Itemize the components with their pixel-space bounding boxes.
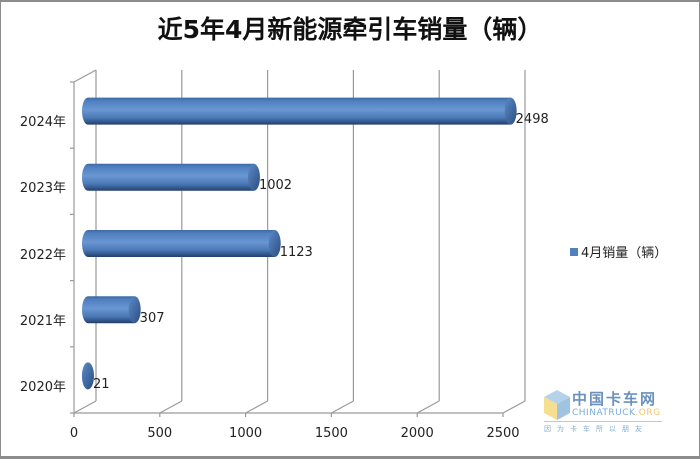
watermark-logo: 中国卡车网 CHINATRUCK.ORG 因为卡车所以朋友 (540, 388, 670, 438)
x-axis-tick-label: 1000 (229, 426, 263, 441)
bar-2024年 (82, 97, 517, 125)
y-axis-label: 2023年 (19, 181, 66, 197)
x-axis-tick-label: 2500 (486, 426, 520, 441)
watermark-cn: 中国卡车网 (572, 390, 658, 408)
x-axis-tick-label: 2000 (400, 426, 434, 441)
y-axis-label: 2021年 (19, 313, 66, 329)
watermark-slogan: 因为卡车所以朋友 (544, 425, 648, 433)
x-axis-tick-label: 1500 (314, 426, 348, 441)
bars (82, 97, 517, 390)
chart-title: 近5年4月新能源牵引车销量（辆） (157, 15, 543, 44)
watermark-divider (544, 421, 662, 422)
y-axis-label: 2020年 (19, 379, 66, 395)
data-label: 307 (139, 310, 165, 326)
legend-label: 4月销量（辆） (581, 246, 668, 261)
legend: 4月销量（辆） (570, 242, 667, 261)
bar-2022年 (82, 230, 281, 257)
data-label: 2498 (515, 112, 549, 128)
data-label: 1123 (279, 244, 313, 260)
legend-swatch (570, 247, 578, 256)
bar-2020年 (82, 362, 94, 390)
x-axis-tick-label: 500 (147, 426, 173, 441)
bar-2021年 (82, 296, 141, 324)
y-axis-label: 2022年 (19, 247, 66, 263)
data-label: 21 (93, 376, 110, 392)
watermark-en: CHINATRUCK.ORG (572, 408, 661, 418)
x-axis-tick-label: 0 (69, 426, 79, 441)
y-axis-label: 2024年 (19, 115, 66, 131)
bar-2023年 (82, 163, 260, 191)
data-label: 1002 (258, 178, 293, 194)
cube-logo-icon (544, 390, 570, 420)
